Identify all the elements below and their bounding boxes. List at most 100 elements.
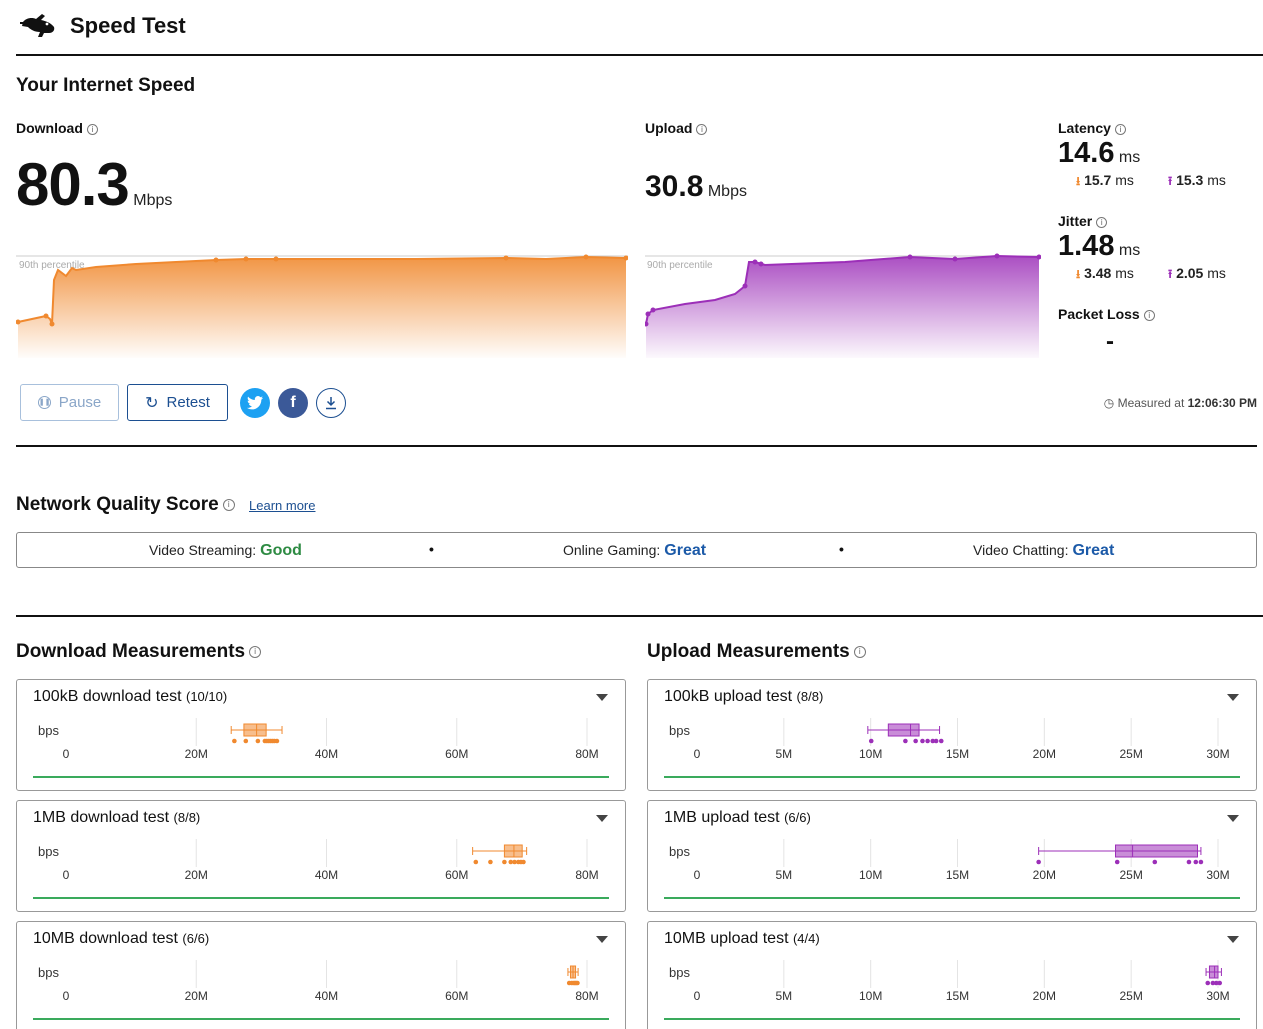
quality-label: Video Chatting:: [973, 542, 1069, 558]
sample-point: [502, 859, 507, 865]
box: [243, 723, 267, 737]
download-point: [43, 313, 49, 319]
sample-point: [508, 859, 514, 865]
sample-point: [913, 738, 918, 744]
download-point: [213, 257, 219, 263]
box-plot-chart: 0 5M 10M 15M 20M 25M 30M: [664, 960, 1240, 1020]
upload-point: [645, 321, 649, 327]
chevron-down-icon[interactable]: [1227, 815, 1239, 822]
upload-label: Upload: [645, 120, 693, 136]
chevron-down-icon[interactable]: [596, 936, 608, 943]
tick-label: 15M: [946, 989, 969, 1003]
tick-label: 80M: [575, 868, 598, 882]
quality-label: Online Gaming:: [563, 542, 661, 558]
jitter-down-value: 3.48: [1084, 265, 1112, 281]
info-icon[interactable]: i: [696, 123, 708, 135]
jitter-value-row: 1.48 ms: [1058, 230, 1140, 263]
latency-value-row: 14.6 ms: [1058, 137, 1140, 170]
sample-point: [512, 859, 517, 865]
download-point: [243, 256, 249, 262]
tick-label: 20M: [1033, 868, 1056, 882]
unit-label: bps: [669, 844, 690, 859]
test-count: (10/10): [186, 689, 228, 704]
info-icon[interactable]: i: [1143, 309, 1155, 321]
download-test-panel[interactable]: 1MB download test (8/8) bps 0 20M 40M 60M 80M: [16, 800, 626, 912]
facebook-share-button[interactable]: f: [278, 388, 308, 418]
test-title-row: 100kB download test (10/10): [33, 688, 227, 706]
twitter-icon: [247, 396, 263, 410]
tick-label: 60M: [445, 747, 468, 761]
quality-label: Video Streaming:: [149, 542, 257, 558]
info-icon[interactable]: i: [1114, 123, 1126, 135]
test-title-row: 10MB upload test (4/4): [664, 930, 820, 948]
sample-point: [868, 738, 874, 744]
app-title: Speed Test: [70, 13, 186, 38]
chevron-down-icon[interactable]: [1227, 936, 1239, 943]
download-point: [583, 254, 589, 260]
quality-title: Network Quality Score: [16, 494, 219, 515]
download-test-panel[interactable]: 100kB download test (10/10) bps 0 20M 40M 60M…: [16, 679, 626, 791]
sample-point: [1210, 980, 1216, 986]
box-plot-chart: 0 5M 10M 15M 20M 25M 30M: [664, 718, 1240, 778]
sample-point: [1198, 859, 1204, 865]
upload-test-panel[interactable]: 1MB upload test (6/6) bps 0 5M 10M 15M 20M 25M 3…: [647, 800, 1257, 912]
test-count: (6/6): [784, 810, 811, 825]
box: [887, 723, 920, 737]
latency-label: Latency: [1058, 120, 1111, 136]
twitter-share-button[interactable]: [240, 388, 270, 418]
tick-label: 0: [63, 989, 70, 1003]
info-icon[interactable]: i: [86, 123, 98, 135]
pause-button[interactable]: ❚❚ Pause: [20, 384, 119, 421]
tick-label: 80M: [575, 989, 598, 1003]
upload-test-panel[interactable]: 10MB upload test (4/4) bps 0 5M 10M 15M 20M 25M…: [647, 921, 1257, 1029]
tick-label: 0: [694, 868, 701, 882]
upload-arrow-icon: ⭱: [1168, 267, 1173, 281]
test-title: 1MB download test: [33, 809, 174, 826]
tick-label: 30M: [1206, 868, 1229, 882]
sample-point: [1193, 859, 1199, 865]
info-icon[interactable]: i: [222, 498, 235, 511]
download-results-button[interactable]: [316, 388, 346, 418]
tick-label: 80M: [575, 747, 598, 761]
learn-more-link[interactable]: Learn more: [249, 498, 316, 513]
upload-point: [952, 256, 958, 262]
measured-time: 12:06:30 PM: [1187, 396, 1257, 410]
sample-point: [255, 738, 261, 744]
tick-label: 30M: [1206, 989, 1229, 1003]
upload-point: [752, 259, 758, 265]
chevron-down-icon[interactable]: [596, 815, 608, 822]
download-test-panel[interactable]: 10MB download test (6/6) bps 0 20M 40M 60M 80M: [16, 921, 626, 1029]
sample-point: [1036, 859, 1041, 865]
refresh-icon: ↻: [145, 393, 159, 412]
upload-speed: 30.8 Mbps: [645, 170, 747, 204]
info-icon[interactable]: i: [249, 645, 262, 658]
chevron-down-icon[interactable]: [1227, 694, 1239, 701]
tick-label: 25M: [1119, 747, 1142, 761]
jitter-label-row: Jitter i: [1058, 213, 1108, 229]
download-arrow-icon: ⭳: [1076, 174, 1081, 188]
upload-unit: Mbps: [707, 183, 747, 200]
test-title: 10MB download test: [33, 930, 183, 947]
download-speed: 80.3 Mbps: [16, 150, 172, 219]
download-point: [503, 255, 509, 261]
latency-up-value: 15.3: [1176, 172, 1204, 188]
download-label-row: Download i: [16, 120, 98, 136]
latency-down-row: ⭳ 15.7 ms: [1076, 172, 1134, 193]
tick-label: 0: [63, 747, 70, 761]
chevron-down-icon[interactable]: [596, 694, 608, 701]
sample-point: [243, 738, 249, 744]
test-title: 100kB upload test: [664, 688, 797, 705]
latency-down-unit: ms: [1115, 172, 1134, 188]
info-icon[interactable]: i: [853, 645, 866, 658]
info-icon[interactable]: i: [1096, 216, 1108, 228]
box-plot-chart: 0 20M 40M 60M 80M: [33, 960, 609, 1020]
tick-label: 0: [63, 868, 70, 882]
test-title-row: 100kB upload test (8/8): [664, 688, 823, 706]
retest-button[interactable]: ↻ Retest: [127, 384, 228, 421]
tick-label: 10M: [859, 868, 882, 882]
sample-point: [1213, 980, 1219, 986]
quality-value: Great: [664, 542, 707, 559]
jitter-value: 1.48: [1058, 230, 1115, 262]
upload-test-panel[interactable]: 100kB upload test (8/8) bps 0 5M 10M 15M 20M 25…: [647, 679, 1257, 791]
sample-point: [1186, 859, 1192, 865]
